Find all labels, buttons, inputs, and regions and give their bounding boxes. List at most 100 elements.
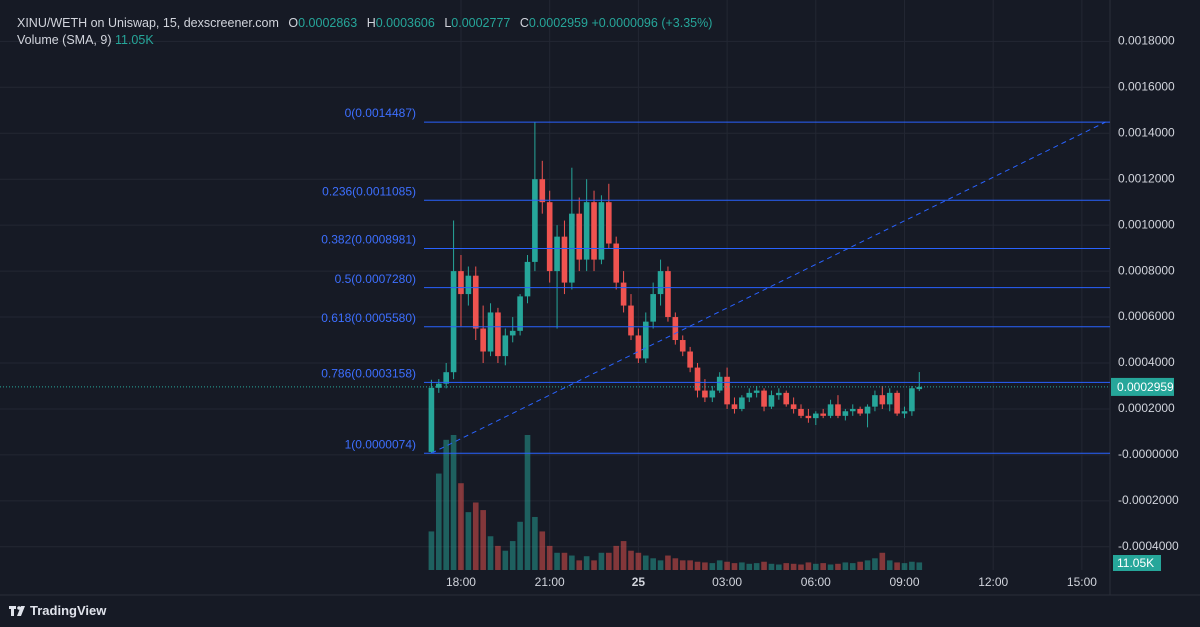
candle-body [746, 392, 753, 398]
volume-bar [576, 560, 583, 570]
volume-bar [702, 562, 708, 570]
candle-body [916, 386, 923, 390]
candle-body [768, 395, 775, 407]
candle-body [495, 312, 501, 357]
volume-bar [894, 562, 900, 570]
volume-bar [724, 561, 730, 570]
candle-body [864, 406, 871, 414]
candle-body [776, 392, 782, 396]
y-tick-label: 0.0016000 [1118, 79, 1175, 93]
volume-bar [731, 563, 738, 570]
volume-bar [909, 561, 915, 570]
volume-bar [458, 483, 464, 570]
volume-bar [524, 435, 531, 570]
volume-bar [517, 521, 523, 570]
volume-bar [628, 550, 634, 570]
candle-body [805, 415, 812, 419]
fib-label: 0.382(0.0008981) [321, 233, 416, 247]
volume-bar [842, 562, 849, 570]
volume-bar [598, 552, 605, 570]
x-tick-label: 15:00 [1067, 575, 1097, 589]
candle-body [458, 271, 464, 295]
brand: TradingView [30, 603, 107, 618]
candle-body [606, 202, 612, 244]
candle-body [679, 340, 686, 352]
y-tick-label: 0.0018000 [1118, 34, 1175, 48]
volume-bar [428, 531, 435, 570]
candle-body [739, 397, 745, 409]
x-tick-label: 18:00 [446, 575, 476, 589]
grid [0, 0, 1110, 570]
price-badge-label: 0.0002959 [1117, 380, 1174, 394]
volume-bar [886, 560, 893, 570]
volume-bar [450, 435, 457, 570]
y-tick-label: 0.0012000 [1118, 171, 1175, 185]
volume-bar [672, 558, 679, 570]
volume-bar [443, 439, 449, 570]
candle-body [524, 261, 531, 297]
candle-body [857, 408, 863, 414]
volume-bar [465, 512, 472, 570]
volume-bar [679, 560, 686, 570]
volume-bar [480, 510, 486, 570]
volume-bar [872, 558, 878, 570]
y-tick-label: -0.0002000 [1118, 493, 1179, 507]
y-tick-label: 0.0014000 [1118, 125, 1175, 139]
candle-body [886, 392, 893, 405]
candle-body [872, 395, 878, 407]
volume-bar [583, 556, 590, 570]
y-tick-label: 0.0006000 [1118, 309, 1175, 323]
volume-bar [532, 516, 538, 570]
ohlc-key: O [288, 16, 299, 30]
candle-body [480, 328, 486, 352]
ohlc-value: 0.0002777 [451, 16, 511, 30]
volume-bar [827, 564, 834, 570]
candle-body [539, 179, 546, 203]
volume-bar [901, 563, 908, 570]
candle-body [532, 179, 538, 262]
ohlc-key: H [366, 16, 376, 30]
volume-bar [650, 558, 656, 570]
candle-body [753, 390, 760, 393]
volume-bar [694, 561, 701, 570]
volume-bar [620, 541, 627, 570]
volume-bar [546, 545, 553, 570]
candle-body [665, 271, 671, 318]
candle-body [517, 296, 523, 331]
volume-bar [761, 561, 767, 570]
candle-body [472, 275, 479, 329]
candle-body [731, 404, 738, 409]
volume-bar [790, 563, 797, 570]
volume-bar [495, 545, 501, 570]
volume-bar [569, 555, 575, 570]
volume-bar [716, 560, 723, 570]
volume-bar [812, 563, 819, 570]
x-tick-label: 12:00 [978, 575, 1008, 589]
logo [9, 606, 25, 616]
candle-body [798, 408, 804, 416]
volume-badge-label: 11.05K [1117, 556, 1154, 570]
trend-line [431, 121, 1106, 454]
candle-body [702, 390, 708, 398]
candle-body [465, 275, 472, 295]
fib-label: 0.618(0.0005580) [321, 311, 416, 325]
candle-body [509, 330, 516, 336]
candle-body [591, 202, 597, 260]
x-tick-label: 03:00 [712, 575, 742, 589]
x-tick-label: 06:00 [801, 575, 831, 589]
candle-body [820, 413, 826, 416]
ohlc-value: 0.0002959 [528, 16, 588, 30]
volume-bar [783, 563, 790, 570]
volume-badge [1113, 555, 1161, 571]
candle-body [657, 271, 664, 295]
candle-body [894, 392, 900, 414]
candle-body [835, 404, 841, 416]
volume-bar [591, 560, 597, 570]
volume-bar [805, 562, 812, 570]
volume-bar [509, 541, 516, 570]
y-tick-label: 0.0002000 [1118, 401, 1175, 415]
candle-body [628, 305, 634, 336]
candle-body [583, 202, 590, 260]
